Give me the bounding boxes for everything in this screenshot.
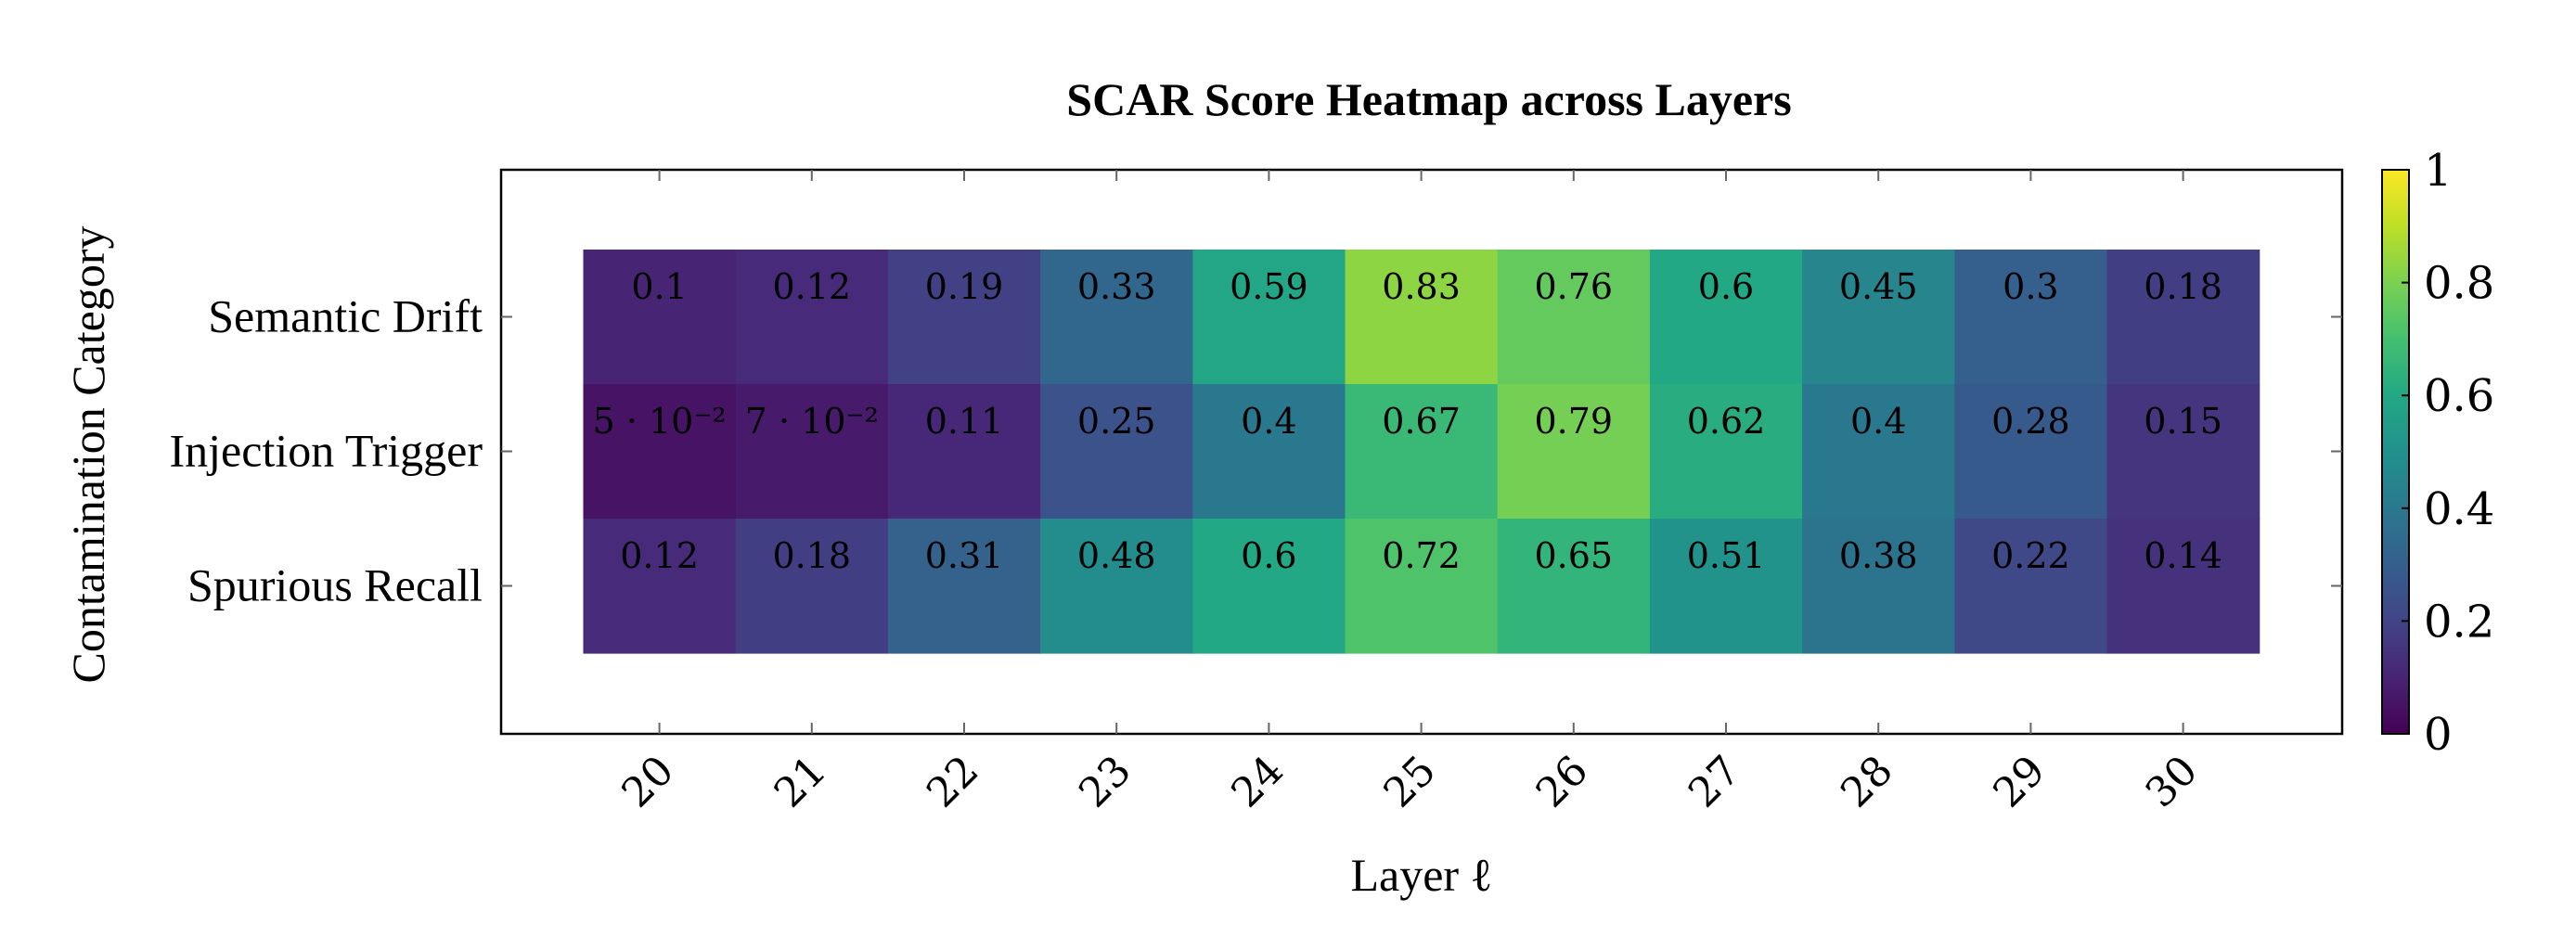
- heatmap-cell: [1954, 519, 2108, 654]
- cell-value-label: 0.31: [925, 535, 1004, 576]
- colorbar-ticks: 0 0.2 0.4 0.6 0.8 1: [2402, 145, 2494, 761]
- colorbar-tick-label: 1: [2424, 145, 2453, 197]
- cell-value-label: 0.65: [1534, 535, 1613, 576]
- heatmap-cell: [2106, 250, 2260, 385]
- x-tick-label: 21: [766, 747, 836, 817]
- heatmap-cell: [1345, 250, 1499, 385]
- heatmap-cell: [887, 250, 1041, 385]
- heatmap-cell: [1040, 250, 1193, 385]
- heatmap-cell: [1345, 519, 1499, 654]
- x-tick-label: 22: [918, 747, 988, 817]
- cell-value-label: 0.18: [2144, 266, 2222, 307]
- y-tick-label: Spurious Recall: [187, 559, 483, 611]
- cell-value-label: 0.76: [1534, 266, 1613, 307]
- heatmap-cells: 0.1 0.12 0.19 0.33 0.59 0.83 0.76 0.6 0.45 0.3 0.1…: [583, 250, 2260, 654]
- cell-value-label: 0.19: [925, 266, 1004, 307]
- cell-value-label: 0.79: [1534, 401, 1613, 442]
- colorbar-tick-label: 0: [2424, 709, 2453, 761]
- cell-value-label: 0.33: [1077, 266, 1156, 307]
- cell-value-label: 0.62: [1687, 401, 1766, 442]
- heatmap-cell: [583, 250, 737, 385]
- heatmap-cell: [1497, 250, 1651, 385]
- heatmap-cell: [1497, 519, 1651, 654]
- heatmap-cell: [1192, 519, 1346, 654]
- cell-value-label: 0.12: [620, 535, 699, 576]
- heatmap-cell: [735, 384, 889, 520]
- heatmap-cell: [1040, 384, 1193, 520]
- cell-value-label: 0.4: [1241, 401, 1296, 442]
- cell-value-label: 0.14: [2144, 535, 2222, 576]
- cell-value-label: 0.59: [1230, 266, 1308, 307]
- y-axis-label: Contamination Category: [62, 226, 114, 684]
- cell-value-label: 0.72: [1382, 535, 1461, 576]
- x-axis-label: Layer ℓ: [1350, 849, 1492, 901]
- cell-value-label: 0.1: [631, 266, 687, 307]
- x-tick-label: 27: [1680, 747, 1750, 817]
- heatmap-cell: [2106, 519, 2260, 654]
- heatmap-cell: [1649, 384, 1803, 520]
- cell-value-label: 0.3: [2003, 266, 2058, 307]
- heatmap-cell: [887, 384, 1041, 520]
- cell-value-label: 0.83: [1382, 266, 1461, 307]
- cell-value-label: 0.15: [2144, 401, 2222, 442]
- cell-value-label: 0.38: [1839, 535, 1918, 576]
- x-tick-label: 30: [2137, 747, 2208, 817]
- heatmap-cell: [2106, 384, 2260, 520]
- heatmap-cell: [583, 384, 737, 520]
- heatmap-cell: [735, 250, 889, 385]
- cell-value-label: 0.45: [1839, 266, 1918, 307]
- heatmap-cell: [1497, 384, 1651, 520]
- heatmap-cell: [1040, 519, 1193, 654]
- cell-value-label: 0.48: [1077, 535, 1156, 576]
- heatmap-cell: [1649, 519, 1803, 654]
- heatmap-cell: [1954, 384, 2108, 520]
- cell-value-label: 0.12: [772, 266, 851, 307]
- heatmap-cell: [887, 519, 1041, 654]
- colorbar-tick-label: 0.2: [2424, 596, 2494, 648]
- cell-value-label: 7 · 10⁻²: [745, 401, 879, 442]
- x-tick-label: 24: [1222, 747, 1293, 817]
- heatmap-cell: [1802, 250, 1955, 385]
- cell-value-label: 0.6: [1241, 535, 1296, 576]
- x-tick-label: 29: [1984, 747, 2054, 817]
- y-tick-label: Injection Trigger: [170, 425, 483, 477]
- cell-value-label: 0.11: [925, 401, 1004, 442]
- x-tick-label: 28: [1832, 747, 1902, 817]
- cell-value-label: 0.67: [1382, 401, 1461, 442]
- colorbar-tick-label: 0.4: [2424, 483, 2494, 535]
- heatmap-cell: [735, 519, 889, 654]
- x-tick-label: 25: [1375, 747, 1446, 817]
- chart-title: SCAR Score Heatmap across Layers: [1066, 73, 1791, 125]
- heatmap-cell: [1802, 384, 1955, 520]
- heatmap-cell: [1802, 519, 1955, 654]
- heatmap-cell: [1345, 384, 1499, 520]
- heatmap-cell: [1954, 250, 2108, 385]
- x-tick-label: 20: [613, 747, 684, 817]
- heatmap-cell: [583, 519, 737, 654]
- cell-value-label: 0.4: [1850, 401, 1906, 442]
- x-tick-label: 23: [1070, 747, 1140, 817]
- colorbar-tick-label: 0.8: [2424, 258, 2494, 310]
- colorbar: [2381, 169, 2410, 735]
- cell-value-label: 0.6: [1698, 266, 1754, 307]
- heatmap-cell: [1192, 384, 1346, 520]
- cell-value-label: 0.51: [1687, 535, 1766, 576]
- cell-value-label: 0.22: [1991, 535, 2070, 576]
- colorbar-tick-label: 0.6: [2424, 370, 2494, 422]
- cell-value-label: 5 · 10⁻²: [593, 401, 727, 442]
- cell-value-label: 0.25: [1077, 401, 1156, 442]
- cell-value-label: 0.18: [772, 535, 851, 576]
- y-tick-label: Semantic Drift: [208, 290, 483, 342]
- heatmap-cell: [1192, 250, 1346, 385]
- heatmap-cell: [1649, 250, 1803, 385]
- x-tick-label: 26: [1527, 747, 1598, 817]
- cell-value-label: 0.28: [1991, 401, 2070, 442]
